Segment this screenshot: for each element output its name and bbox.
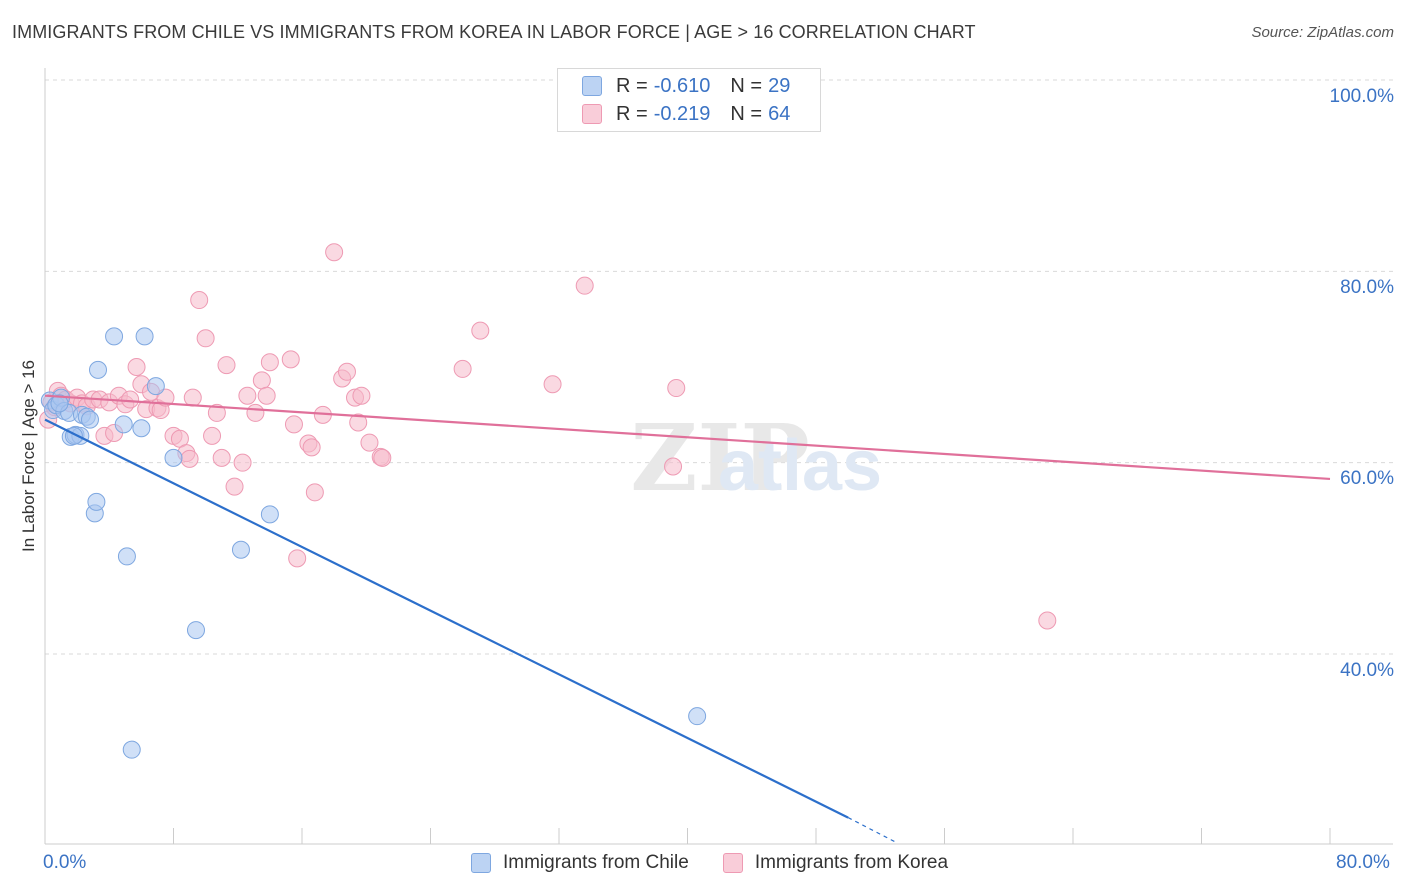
legend-label-korea: Immigrants from Korea xyxy=(754,852,949,873)
series-legend: Immigrants from Chile Immigrants from Ko… xyxy=(471,852,982,874)
korea-point xyxy=(252,371,271,390)
korea-point xyxy=(183,388,202,407)
chile-point xyxy=(117,547,136,566)
chile-swatch xyxy=(471,853,491,873)
korea-point xyxy=(127,358,146,376)
legend-item-korea[interactable]: Immigrants from Korea xyxy=(722,852,949,874)
korea-point xyxy=(203,426,222,445)
correlation-legend: R = -0.610 N = 29 R = -0.219 N = 64 xyxy=(557,68,821,132)
korea-point xyxy=(121,390,140,409)
series-korea-points xyxy=(39,243,1057,630)
chile-point xyxy=(132,419,151,438)
korea-swatch xyxy=(582,104,602,124)
korea-point xyxy=(238,386,257,405)
r-label: R = xyxy=(616,74,648,97)
watermark-atlas: atlas xyxy=(718,426,882,506)
korea-point xyxy=(156,388,175,407)
n-label: N = xyxy=(730,74,763,97)
korea-point xyxy=(196,329,215,348)
korea-point xyxy=(667,379,686,398)
korea-point xyxy=(360,433,379,452)
chile-point xyxy=(688,707,707,726)
y-axis-label: In Labor Force | Age > 16 xyxy=(19,359,38,553)
r-value: -0.610 xyxy=(653,74,711,97)
korea-point xyxy=(1038,611,1057,630)
legend-label-chile: Immigrants from Chile xyxy=(503,852,689,873)
korea-trend-line xyxy=(44,394,1331,481)
chile-point xyxy=(164,448,183,467)
korea-point xyxy=(190,291,209,310)
korea-point xyxy=(302,438,321,457)
legend-row-chile: R = -0.610 N = 29 xyxy=(582,73,790,99)
n-value: 29 xyxy=(768,74,791,97)
x-tick-label-max: 80.0% xyxy=(1336,852,1390,873)
chile-point xyxy=(122,740,141,759)
y-tick-label-80: 80.0% xyxy=(1340,277,1394,298)
korea-point xyxy=(352,386,371,405)
korea-point xyxy=(217,356,236,375)
korea-point xyxy=(325,243,344,262)
korea-point xyxy=(349,413,368,432)
n-value: 64 xyxy=(768,102,791,125)
korea-point xyxy=(543,375,562,394)
n-label: N = xyxy=(730,102,763,125)
trend-lines xyxy=(44,394,1331,843)
korea-point xyxy=(246,403,265,422)
chile-point xyxy=(87,492,106,511)
legend-item-chile[interactable]: Immigrants from Chile xyxy=(471,852,689,874)
korea-point xyxy=(471,321,490,340)
x-tick-label-min: 0.0% xyxy=(43,852,87,873)
chile-point xyxy=(260,505,279,524)
korea-point xyxy=(453,359,472,378)
chile-point xyxy=(146,377,165,396)
grid-lines xyxy=(45,79,1393,655)
chile-point xyxy=(135,327,154,346)
chile-trend-line xyxy=(44,418,849,819)
chile-point xyxy=(89,360,108,379)
chile-point xyxy=(231,540,250,559)
y-tick-label-60: 60.0% xyxy=(1340,468,1394,489)
chile-point xyxy=(50,394,69,413)
chile-swatch xyxy=(582,76,602,96)
chile-point xyxy=(80,410,99,429)
watermark-zip: ZIP xyxy=(630,404,809,512)
korea-point xyxy=(373,448,392,467)
r-value: -0.219 xyxy=(653,102,711,125)
korea-point xyxy=(305,483,324,502)
chile-point xyxy=(114,415,133,434)
korea-point xyxy=(337,362,356,381)
korea-point xyxy=(180,449,199,468)
korea-point xyxy=(257,386,276,405)
y-tick-label-100: 100.0% xyxy=(1329,86,1394,107)
korea-point xyxy=(260,353,279,372)
korea-point xyxy=(225,477,244,496)
axes xyxy=(44,68,1393,845)
chart-title: IMMIGRANTS FROM CHILE VS IMMIGRANTS FROM… xyxy=(12,22,976,42)
korea-point xyxy=(284,415,303,434)
chile-point xyxy=(186,621,205,640)
korea-point xyxy=(664,457,683,476)
r-label: R = xyxy=(616,102,648,125)
chile-point xyxy=(105,327,124,346)
korea-point xyxy=(281,350,300,369)
legend-row-korea: R = -0.219 N = 64 xyxy=(582,101,790,127)
source-label: Source: ZipAtlas.com xyxy=(1251,24,1394,41)
korea-swatch xyxy=(722,853,743,873)
chile-trend-extension xyxy=(847,817,897,843)
korea-point xyxy=(288,549,307,568)
korea-point xyxy=(212,448,231,467)
korea-point xyxy=(575,276,594,295)
y-tick-label-40: 40.0% xyxy=(1340,660,1394,681)
korea-point xyxy=(233,453,252,472)
korea-point xyxy=(207,403,226,422)
